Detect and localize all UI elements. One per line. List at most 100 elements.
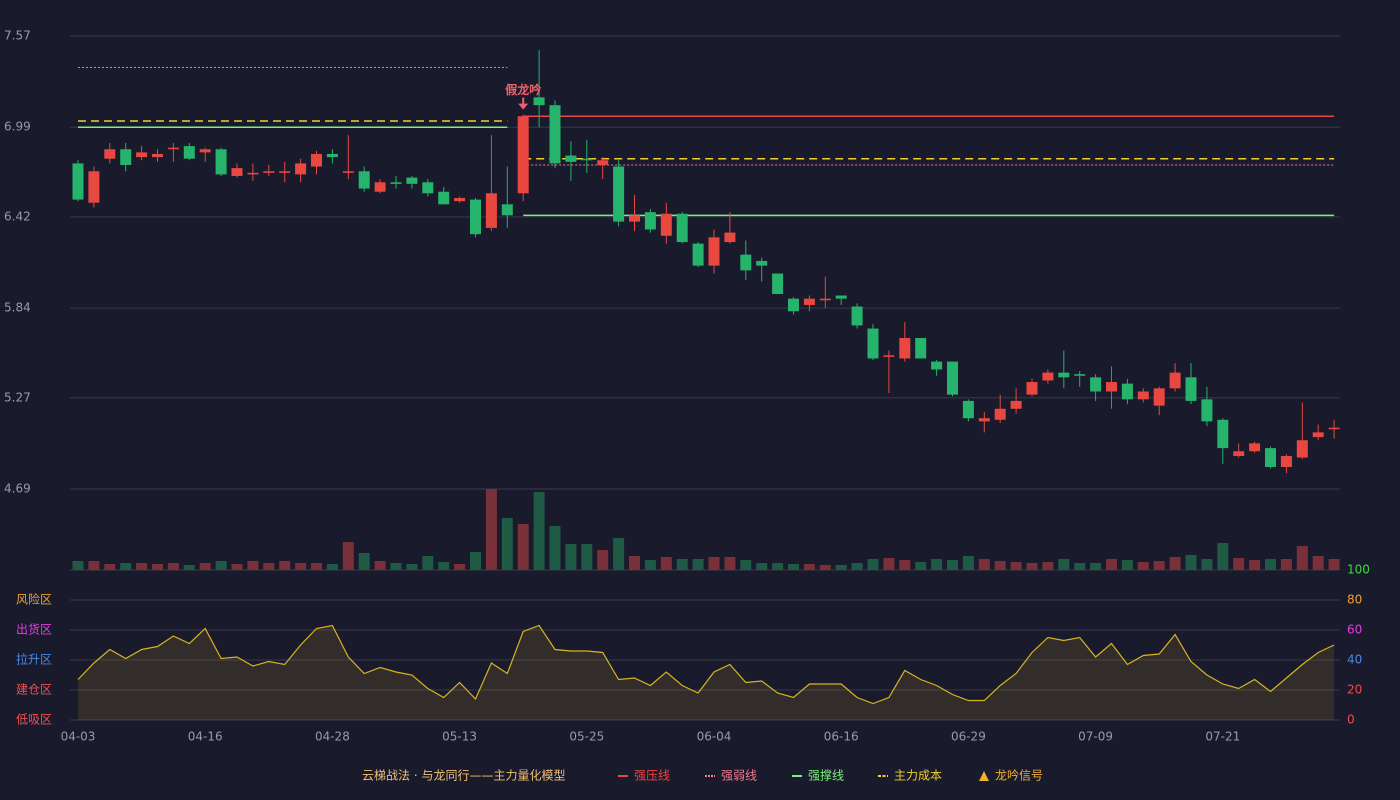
annotation-arrow-head (518, 103, 529, 110)
volume-bar (994, 561, 1006, 570)
volume-bar (1042, 562, 1054, 570)
candle-body (517, 116, 529, 194)
volume-bar (263, 563, 275, 570)
candle-body (549, 105, 561, 164)
candle-body (485, 193, 497, 228)
candle-body (835, 295, 847, 299)
candle-body (501, 204, 513, 216)
candle-body (263, 171, 275, 173)
volume-bar (947, 560, 958, 570)
volume-bar (565, 544, 577, 570)
candle-body (1042, 372, 1054, 381)
candle-body (1280, 455, 1292, 467)
candle-body (676, 213, 688, 243)
candle-body (1201, 399, 1213, 422)
volume-bar (708, 557, 720, 570)
volume-bar (390, 563, 402, 570)
y-tick-label: 6.99 (4, 120, 31, 134)
volume-bar (803, 564, 815, 570)
x-tick-label: 05-13 (442, 730, 477, 744)
osc-tick-label: 60 (1347, 623, 1362, 637)
volume-bar (1090, 563, 1102, 570)
volume-bar (454, 564, 466, 570)
legend-label: 强压线 (634, 769, 670, 783)
volume-bar (772, 563, 784, 570)
volume-bar (501, 518, 513, 570)
osc-tick-label: 20 (1347, 683, 1362, 697)
volume-bar (1074, 563, 1086, 570)
volume-bar (962, 556, 974, 570)
candle-body (803, 298, 815, 305)
zone-label: 风险区 (16, 592, 52, 607)
annotation-text: 假龙吟 (505, 82, 541, 97)
candle-body (692, 243, 704, 266)
volume-bar (549, 526, 561, 570)
candle-body (1137, 391, 1149, 400)
candle-body (1106, 382, 1117, 392)
volume-bar (247, 561, 259, 570)
candle-body (279, 171, 291, 173)
volume-bar (295, 563, 307, 570)
volume-bar (374, 561, 386, 570)
candle-body (326, 153, 338, 158)
osc-area (78, 625, 1335, 720)
candle-body (1185, 377, 1197, 401)
volume-bar (931, 559, 943, 570)
y-tick-label: 5.84 (4, 301, 31, 315)
volume-bar (120, 563, 132, 570)
legend-label: 强撑线 (808, 768, 844, 783)
volume-bar (819, 565, 831, 570)
volume-bar (756, 563, 768, 570)
candle-body (899, 338, 911, 359)
legend-label: 主力成本 (894, 769, 942, 783)
x-tick-label: 06-16 (824, 730, 859, 744)
volume-bar (231, 564, 243, 570)
volume-bar (835, 565, 847, 570)
x-tick-label: 06-29 (951, 730, 986, 744)
candle-body (724, 232, 736, 243)
candle-body (88, 171, 100, 203)
candle-body (454, 198, 466, 202)
candle-body (772, 273, 784, 294)
volume-bar (581, 544, 593, 570)
candle-body (1058, 372, 1070, 378)
volume-bar (1312, 556, 1324, 570)
candle-body (708, 237, 720, 266)
volume-bar (660, 557, 672, 570)
volume-bar (406, 564, 418, 570)
zone-label: 出货区 (16, 622, 52, 637)
candle-body (660, 213, 672, 236)
candle-body (342, 171, 354, 173)
volume-bar (1201, 559, 1213, 570)
volume-bar (644, 560, 656, 570)
candle-body (915, 338, 927, 359)
candle-body (1121, 383, 1133, 400)
candle-body (597, 160, 609, 165)
volume-bar (1058, 559, 1070, 570)
candle-body (247, 172, 259, 175)
volume-bar (899, 560, 911, 570)
volume-bar (883, 558, 895, 570)
volume-bar (279, 561, 291, 570)
candle-body (613, 166, 625, 222)
zone-label: 建仓区 (16, 683, 52, 697)
candle-body (167, 147, 179, 150)
volume-bar (740, 560, 752, 570)
legend-label: 强弱线 (721, 769, 757, 783)
candle-body (199, 149, 211, 153)
volume-bar (1233, 558, 1245, 570)
volume-bar (438, 562, 450, 570)
volume-bar (470, 552, 481, 570)
candle-body (390, 182, 402, 184)
candle-body (1328, 427, 1340, 430)
x-tick-label: 04-16 (188, 730, 223, 744)
candle-body (533, 97, 545, 106)
candle-body (104, 149, 116, 159)
volume-bar (692, 559, 704, 570)
y-tick-label: 5.27 (4, 390, 31, 404)
candle-body (819, 298, 831, 301)
candle-body (994, 408, 1006, 420)
